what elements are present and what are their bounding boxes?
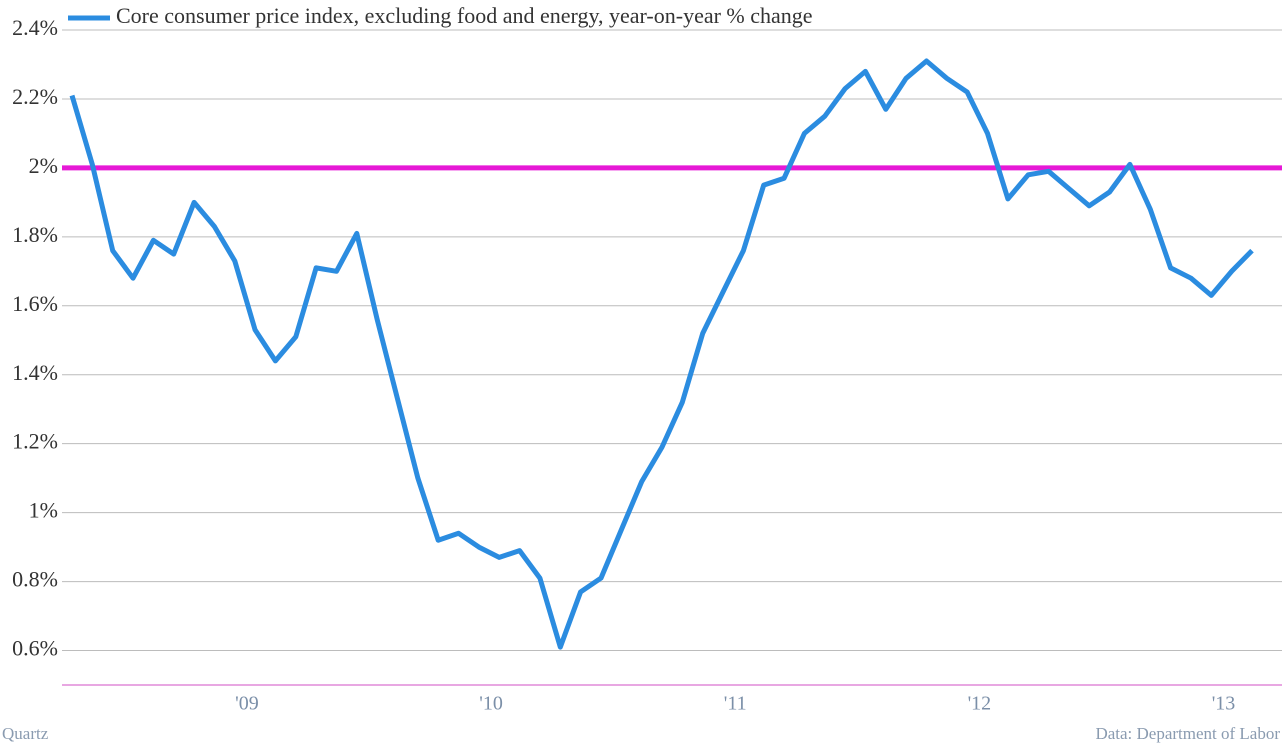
y-tick-label: 0.6% xyxy=(12,636,58,661)
credit: Quartz xyxy=(2,724,49,743)
y-tick-label: 1% xyxy=(29,498,58,523)
y-tick-label: 2% xyxy=(29,153,58,178)
y-tick-label: 0.8% xyxy=(12,567,58,592)
line-series xyxy=(69,58,1254,650)
y-tick-label: 1.4% xyxy=(12,360,58,385)
x-tick-label: '10 xyxy=(479,693,503,715)
y-tick-label: 2.2% xyxy=(12,84,58,109)
y-tick-label: 2.4% xyxy=(12,15,58,40)
x-tick-label: '13 xyxy=(1212,693,1236,715)
y-tick-label: 1.8% xyxy=(12,222,58,247)
x-tick-label: '09 xyxy=(235,693,259,715)
legend-label: Core consumer price index, excluding foo… xyxy=(116,3,813,28)
x-tick-label: '12 xyxy=(968,693,992,715)
y-tick-label: 1.6% xyxy=(12,291,58,316)
y-tick-label: 1.2% xyxy=(12,429,58,454)
x-tick-label: '11 xyxy=(724,693,747,715)
source: Data: Department of Labor xyxy=(1095,724,1280,743)
